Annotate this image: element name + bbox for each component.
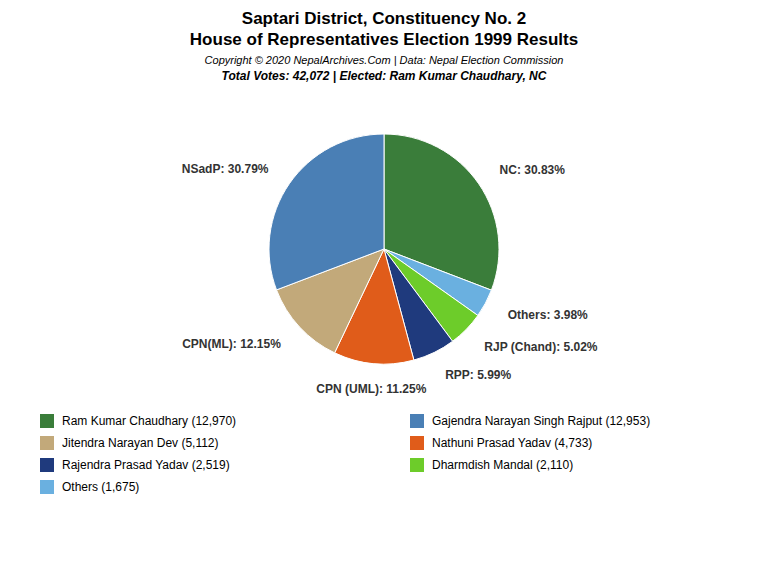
html-text:Total Votes: 42,072 | Elected:: Total Votes: 42,072 | Elected: Ram Kumar… — [221, 69, 547, 83]
html-text:House of Representatives Elect: House of Representatives Election 1999 R… — [189, 30, 579, 49]
svg-text:CPN(ML): 12.15%: CPN(ML): 12.15% — [182, 337, 281, 351]
html-text:Rajendra Prasad Yadav (2,519): Rajendra Prasad Yadav (2,519) — [62, 458, 230, 472]
html-text:Copyright © 2020 NepalArchives: Copyright © 2020 NepalArchives.Com | Dat… — [204, 54, 564, 66]
svg-text:RJP (Chand): 5.02%: RJP (Chand): 5.02% — [484, 340, 597, 354]
html-text:Nathuni Prasad Yadav (4,733): Nathuni Prasad Yadav (4,733) — [432, 436, 593, 450]
html-text:Jitendra Narayan Dev (5,112): Jitendra Narayan Dev (5,112) — [62, 436, 219, 450]
html-text:Gajendra Narayan Singh Rajput: Gajendra Narayan Singh Rajput (12,953) — [432, 414, 651, 428]
html-text:Dharmdish Mandal (2,110): Dharmdish Mandal (2,110) — [432, 458, 574, 472]
svg-text:NSadP: 30.79%: NSadP: 30.79% — [182, 162, 269, 176]
svg-text:NC: 30.83%: NC: 30.83% — [500, 163, 566, 177]
svg-text:RPP: 5.99%: RPP: 5.99% — [445, 368, 511, 382]
html-text:Ram Kumar Chaudhary (12,970): Ram Kumar Chaudhary (12,970) — [62, 414, 237, 428]
svg-text:Others: 3.98%: Others: 3.98% — [508, 308, 588, 322]
html-text:Others (1,675): Others (1,675) — [62, 480, 140, 494]
svg-text:CPN (UML): 11.25%: CPN (UML): 11.25% — [316, 382, 426, 396]
html-text:Saptari District, Constituency: Saptari District, Constituency No. 2 — [241, 9, 527, 28]
